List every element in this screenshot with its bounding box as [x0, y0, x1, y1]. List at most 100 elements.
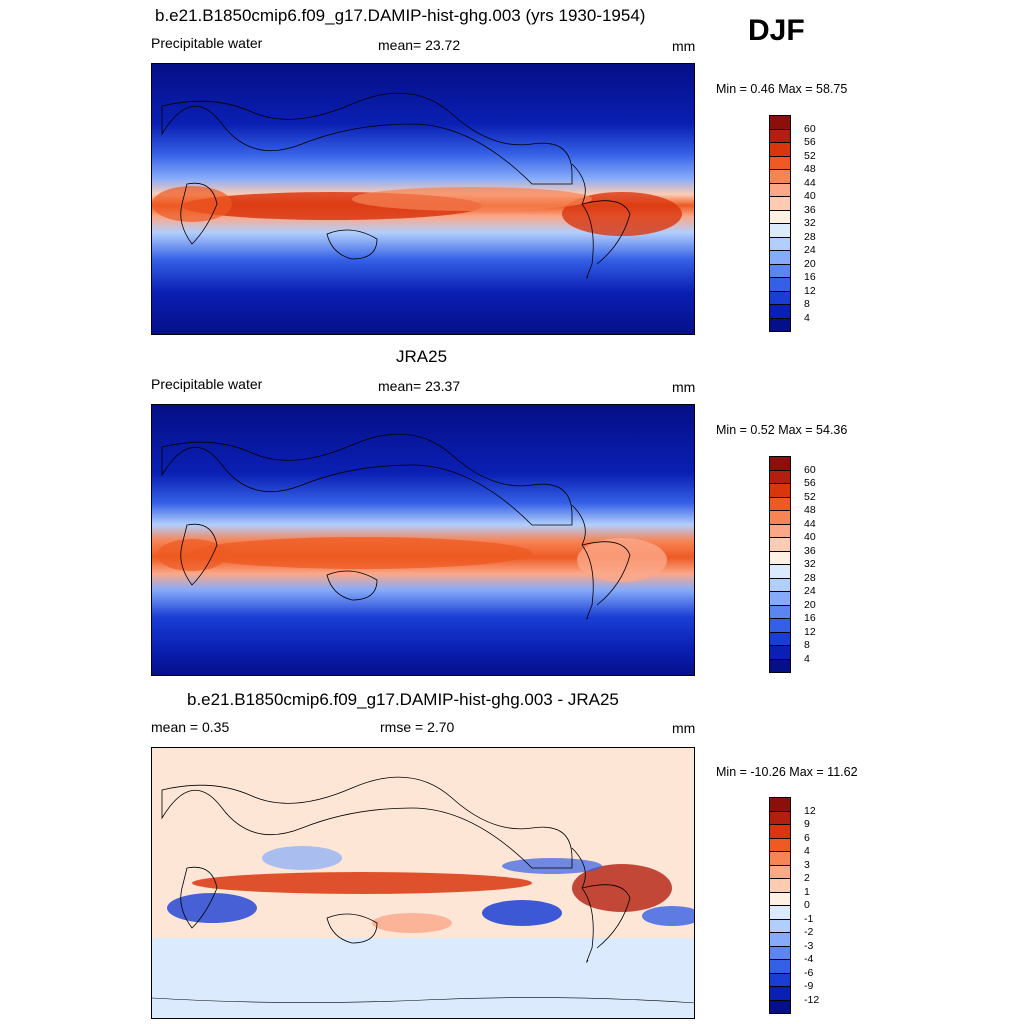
colorbar-swatch [769, 591, 791, 605]
minmax-label: Min = 0.46 Max = 58.75 [716, 82, 848, 96]
colorbar-tick-label: 52 [804, 490, 816, 503]
colorbar-swatch [769, 483, 791, 497]
colorbar-swatch [769, 972, 791, 987]
colorbar-tick-label: 28 [804, 230, 816, 243]
colorbar-swatch [769, 932, 791, 946]
colorbar-tick-label: -2 [804, 926, 814, 938]
colorbar-swatch [769, 196, 791, 210]
panel-title: JRA25 [396, 347, 448, 366]
colorbar-tick-label: -1 [804, 912, 814, 925]
colorbar-swatch [769, 263, 791, 278]
colorbar-tick-label: 16 [804, 612, 816, 624]
colorbar-swatch [769, 810, 791, 825]
colorbar-tick-label: 52 [804, 149, 816, 162]
colorbar-swatch [769, 469, 791, 484]
colorbar-tick-label: 24 [804, 244, 816, 256]
colorbar-tick-label: 20 [804, 257, 816, 270]
diff-mean-label: mean = 0.35 [151, 719, 230, 735]
colorbar-swatch [769, 851, 791, 865]
map-panel-model [151, 63, 695, 335]
colorbar-tick-label: 12 [804, 804, 816, 817]
colorbar-tick-label: 40 [804, 190, 816, 202]
panel-title: b.e21.B1850cmip6.f09_g17.DAMIP-hist-ghg.… [155, 6, 646, 25]
colorbar-swatch [769, 864, 791, 879]
colorbar-tick-label: 24 [804, 585, 816, 597]
colorbar-swatch [769, 986, 791, 1000]
colorbar-tick-label: 20 [804, 598, 816, 611]
colorbar-swatch [769, 918, 791, 933]
colorbar-tick-label: -9 [804, 980, 814, 992]
colorbar-swatch [769, 999, 791, 1014]
colorbar-tick-label: 0 [804, 899, 810, 911]
colorbar-swatch [769, 209, 791, 224]
colorbar-tick-label: 8 [804, 298, 810, 310]
colorbar-tick-label: 48 [804, 504, 816, 516]
map-panel-diff [151, 747, 695, 1019]
colorbar-swatch [769, 456, 791, 470]
colorbar-tick-label: -4 [804, 953, 814, 965]
map-panel-obs [151, 404, 695, 676]
colorbar-swatch [769, 658, 791, 673]
colorbar-swatch [769, 182, 791, 197]
colorbar-swatch [769, 631, 791, 646]
colorbar-swatch [769, 250, 791, 264]
colorbar-swatch [769, 797, 791, 811]
colorbar-swatch [769, 304, 791, 318]
colorbar-swatch [769, 523, 791, 538]
colorbar-swatch [769, 550, 791, 565]
colorbar-swatch [769, 564, 791, 578]
colorbar-swatch [769, 945, 791, 960]
colorbar-tick-label: -12 [804, 993, 820, 1006]
colorbar-swatch [769, 223, 791, 237]
colorbar-tick-label: 9 [804, 818, 810, 830]
colorbar-tick-label: 60 [804, 463, 816, 476]
colorbar-swatch [769, 290, 791, 305]
colorbar-tick-label: 44 [804, 176, 816, 189]
rmse-label: rmse = 2.70 [380, 719, 455, 735]
variable-label: Precipitable water [151, 376, 263, 392]
colorbar-swatch [769, 577, 791, 592]
colorbar-tick-label: 32 [804, 558, 816, 570]
colorbar-tick-label: 36 [804, 544, 816, 557]
colorbar-tick-label: -3 [804, 939, 814, 952]
colorbar-tick-label: 4 [804, 311, 810, 324]
colorbar-swatch [769, 128, 791, 143]
units-label: mm [672, 38, 696, 54]
colorbar-swatch [769, 824, 791, 838]
colorbar-swatch [769, 236, 791, 251]
colorbar-swatch [769, 317, 791, 332]
mean-label: mean= 23.72 [378, 37, 461, 53]
colorbar-tick-label: 4 [804, 652, 810, 665]
colorbar-tick-label: 28 [804, 571, 816, 584]
mean-label: mean= 23.37 [378, 378, 461, 394]
colorbar-tick-label: 2 [804, 872, 810, 884]
colorbar-tick-label: 8 [804, 639, 810, 651]
colorbar-swatch [769, 878, 791, 892]
season-label: DJF [748, 14, 805, 47]
colorbar-swatch [769, 837, 791, 852]
colorbar-swatch [769, 155, 791, 170]
colorbar-tick-label: 40 [804, 531, 816, 543]
colorbar-tick-label: 1 [804, 885, 810, 898]
panel-title: b.e21.B1850cmip6.f09_g17.DAMIP-hist-ghg.… [187, 690, 619, 709]
colorbar-swatch [769, 645, 791, 659]
colorbar-tick-label: 6 [804, 831, 810, 844]
variable-label: Precipitable water [151, 35, 263, 51]
colorbar-swatch [769, 496, 791, 511]
units-label: mm [672, 379, 696, 395]
minmax-label: Min = -10.26 Max = 11.62 [716, 765, 858, 779]
colorbar-swatch [769, 905, 791, 919]
colorbar-tick-label: 48 [804, 163, 816, 175]
colorbar-swatch [769, 115, 791, 129]
colorbar-swatch [769, 277, 791, 291]
colorbar-swatch [769, 169, 791, 183]
colorbar-tick-label: 56 [804, 136, 816, 148]
colorbar-tick-label: 12 [804, 284, 816, 297]
colorbar-swatch [769, 604, 791, 619]
minmax-label: Min = 0.52 Max = 54.36 [716, 423, 848, 437]
colorbar-tick-label: 56 [804, 477, 816, 489]
colorbar-swatch [769, 142, 791, 156]
colorbar-swatch [769, 537, 791, 551]
colorbar-tick-label: 12 [804, 625, 816, 638]
colorbar-tick-label: -6 [804, 966, 814, 979]
